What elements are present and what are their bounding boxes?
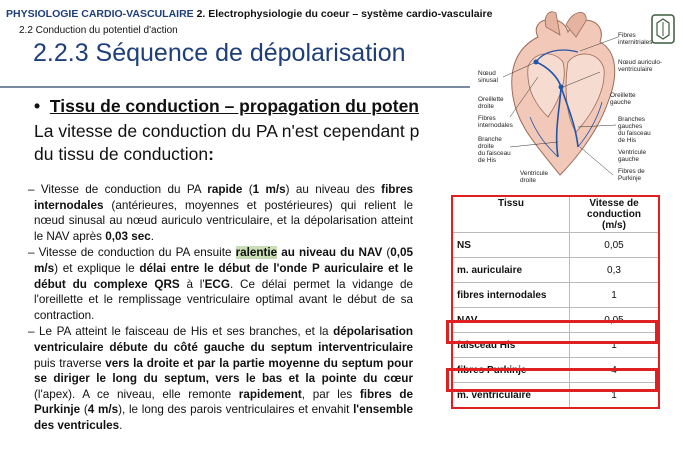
svg-text:Branche: Branche [478,136,502,143]
table-row: faisceau His 1 [451,332,660,358]
svg-text:Fibres de: Fibres de [618,168,645,175]
bullet-heading: • Tissu de conduction – propagation du p… [34,96,419,117]
highlight-box-purkinje [446,368,658,392]
table-header-row: Tissu Vitesse de conduction (m/s) [451,195,660,233]
intro-line-2-text: du tissu de conduction [34,144,209,164]
bullet-heading-text: Tissu de conduction – propagation du pot… [49,96,419,116]
table-row: fibres internodales 1 [451,282,660,308]
svg-text:droite: droite [478,143,494,150]
svg-text:Ventricule: Ventricule [618,149,647,156]
course-name: PHYSIOLOGIE CARDIO-VASCULAIRE [6,8,194,20]
highlight-box-nav [446,320,658,344]
svg-text:droite: droite [478,103,494,110]
svg-text:Branches: Branches [618,116,645,123]
svg-text:Purkinje: Purkinje [618,175,642,182]
svg-text:sinusal: sinusal [478,77,498,84]
svg-text:gauche: gauche [618,156,639,163]
intro-colon: : [208,144,214,164]
intro-line-2: du tissu de conduction: [34,143,419,166]
tissue-cell: m. ventriculaire [451,382,570,409]
svg-text:Ventricule: Ventricule [520,170,549,177]
subsection-label: 2.2 Conduction du potentiel d'action [19,25,178,36]
svg-text:du faisceau: du faisceau [618,130,651,137]
speed-cell: 1 [569,382,660,409]
table-row: m. ventriculaire 1 [451,382,660,409]
svg-text:Fibres: Fibres [478,115,496,122]
speed-cell: 0,05 [569,232,660,258]
paragraph-internodal: – Vitesse de conduction du PA rapide (1 … [28,183,413,243]
paragraph-his-purkinje: – Le PA atteint le faisceau de His et se… [28,325,414,432]
body-text: – Vitesse de conduction du PA rapide (1 … [28,182,413,435]
header-tissue: Tissu [451,195,570,233]
svg-text:Nœud: Nœud [478,70,496,77]
tissue-cell: NS [451,232,570,258]
svg-text:gauche: gauche [610,99,631,106]
paragraph-nav: – Vitesse de conduction du PA ensuite ra… [28,246,414,322]
tissue-cell: faisceau His [451,332,570,358]
svg-text:Oreillette: Oreillette [478,96,504,103]
svg-text:de His: de His [618,137,636,144]
speed-cell: 1 [569,282,660,308]
chapter-name: 2. Electrophysiologie du coeur – système… [196,8,493,20]
intro-line-1: La vitesse de conduction du PA n'est cep… [34,121,420,141]
intro-text: La vitesse de conduction du PA n'est cep… [34,120,419,166]
svg-text:ventriculaire: ventriculaire [618,66,653,73]
bullet-marker: • [34,96,41,116]
header-speed: Vitesse de conduction (m/s) [569,195,660,233]
university-logo-icon [651,14,675,44]
svg-text:Fibres: Fibres [618,32,636,39]
table-row: m. auriculaire 0,3 [451,257,660,283]
highlight-ralentie: ralentie [235,246,278,260]
course-header: PHYSIOLOGIE CARDIO-VASCULAIRE 2. Electro… [6,8,492,20]
svg-text:Nœud auriculo-: Nœud auriculo- [618,59,662,66]
svg-text:internodales: internodales [478,122,513,129]
illustration-labels: Fibres internitriales Nœud auriculo- ven… [478,32,662,184]
svg-text:du faisceau: du faisceau [478,150,511,157]
title-divider [0,86,470,88]
svg-text:de His: de His [478,157,496,164]
svg-text:Oreillette: Oreillette [610,92,636,99]
heart-drawing [502,11,619,176]
svg-text:droite: droite [520,177,536,184]
tissue-cell: m. auriculaire [451,257,570,283]
page-title: 2.2.3 Séquence de dépolarisation [33,39,406,67]
speed-cell: 0,3 [569,257,660,283]
tissue-cell: fibres internodales [451,282,570,308]
svg-text:gauches: gauches [618,123,642,130]
svg-text:internitriales: internitriales [618,39,652,46]
table-row: NS 0,05 [451,232,660,258]
heart-conduction-illustration: Fibres internitriales Nœud auriculo- ven… [478,11,662,184]
